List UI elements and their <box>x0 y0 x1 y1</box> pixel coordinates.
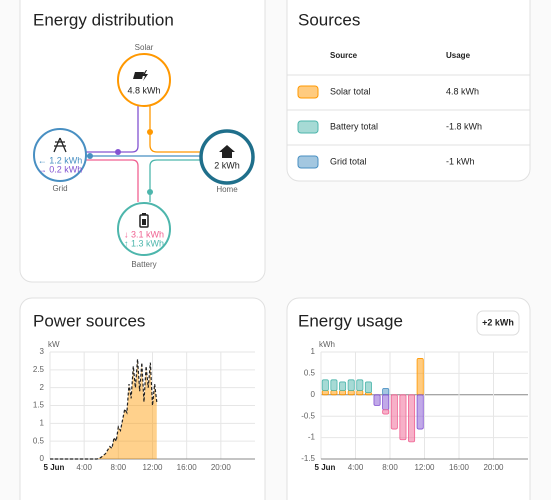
y-tick-label: 0.5 <box>304 369 316 378</box>
source-usage: -1 kWh <box>446 156 475 166</box>
y-tick-label: 0 <box>40 454 45 463</box>
bar <box>339 381 347 391</box>
bar <box>382 387 390 396</box>
axis-label: kWh <box>319 340 335 349</box>
source-usage: -1.8 kWh <box>446 121 482 131</box>
flow-dot <box>147 129 153 135</box>
source-label: Battery total <box>330 121 378 131</box>
color-swatch <box>297 120 319 134</box>
source-label: Grid total <box>330 156 367 166</box>
y-tick-label: -1 <box>308 433 316 442</box>
y-tick-label: 2 <box>40 383 45 392</box>
x-tick-label: 8:00 <box>382 463 398 472</box>
y-tick-label: -1.5 <box>301 454 315 463</box>
y-tick-label: 2.5 <box>33 365 45 374</box>
color-swatch <box>297 85 319 99</box>
bar <box>416 394 424 430</box>
y-tick-label: 3 <box>40 347 45 356</box>
column-header: Source <box>330 51 358 60</box>
x-tick-label: 5 Jun <box>44 463 65 472</box>
node-value: ← 1.2 kWh <box>38 155 83 165</box>
bar <box>416 358 424 396</box>
bar <box>399 394 407 441</box>
bar <box>347 379 355 391</box>
button-label[interactable]: +2 kWh <box>482 317 514 327</box>
bar <box>321 390 329 396</box>
axis-label: kW <box>48 340 60 349</box>
x-tick-label: 5 Jun <box>315 463 336 472</box>
bar <box>408 394 416 443</box>
bar <box>330 390 338 396</box>
bar <box>321 379 329 391</box>
node-label: Home <box>216 185 238 194</box>
y-tick-label: -0.5 <box>301 411 315 420</box>
compare-button[interactable] <box>476 310 520 336</box>
y-tick-label: 0.5 <box>33 436 45 445</box>
bar <box>330 379 338 391</box>
line <box>50 359 158 460</box>
battery-icon <box>139 213 149 228</box>
x-tick-label: 12:00 <box>414 463 435 472</box>
sources-card <box>286 0 531 182</box>
flow-line <box>149 159 201 202</box>
grid-node[interactable] <box>33 128 87 182</box>
y-tick-label: 1 <box>311 347 316 356</box>
x-tick-label: 16:00 <box>449 463 470 472</box>
card-title: Power sources <box>33 311 145 330</box>
y-tick-label: 1.5 <box>33 401 45 410</box>
bar <box>390 394 398 430</box>
flow-line <box>86 159 139 202</box>
column-header: Usage <box>446 51 471 60</box>
y-tick-label: 0 <box>311 390 316 399</box>
flow-dot <box>115 149 121 155</box>
battery-node[interactable] <box>117 202 171 256</box>
node-label: Solar <box>135 43 154 52</box>
area-fill <box>50 359 157 459</box>
source-usage: 4.8 kWh <box>446 86 479 96</box>
bar <box>339 390 347 396</box>
x-tick-label: 16:00 <box>177 463 198 472</box>
x-tick-label: 8:00 <box>111 463 127 472</box>
bar <box>356 379 364 391</box>
grid-icon <box>53 137 67 153</box>
node-value: ↑ 1.3 kWh <box>124 238 164 248</box>
bar <box>347 390 355 396</box>
power-card <box>19 297 266 500</box>
flow-dot <box>147 189 153 195</box>
bar <box>356 390 364 396</box>
bar <box>364 381 372 394</box>
card-title: Sources <box>298 10 360 29</box>
flow-lines <box>86 106 201 202</box>
bar <box>382 409 390 415</box>
solar-icon <box>133 70 148 81</box>
x-tick-label: 12:00 <box>142 463 163 472</box>
flow-dot <box>87 153 93 159</box>
y-tick-label: 1 <box>40 418 45 427</box>
node-value: 2 kWh <box>214 160 240 170</box>
source-label: Solar total <box>330 86 371 96</box>
x-tick-label: 20:00 <box>211 463 232 472</box>
x-tick-label: 4:00 <box>76 463 92 472</box>
distribution-card <box>19 0 266 283</box>
node-value: → 0.2 kWh <box>38 164 83 174</box>
home-icon <box>219 145 235 158</box>
node-label: Battery <box>131 260 156 269</box>
node-value: ↓ 3.1 kWh <box>124 229 164 239</box>
x-tick-label: 4:00 <box>348 463 364 472</box>
flow-line <box>86 106 139 153</box>
x-tick-label: 20:00 <box>483 463 504 472</box>
bar <box>373 394 381 406</box>
solar-node[interactable] <box>117 53 171 107</box>
bar <box>382 394 390 411</box>
card-title: Energy usage <box>298 311 403 330</box>
card-title: Energy distribution <box>33 10 174 29</box>
color-swatch <box>297 155 319 169</box>
node-value: 4.8 kWh <box>127 85 160 95</box>
flow-line <box>149 106 201 153</box>
node-label: Grid <box>52 184 67 193</box>
